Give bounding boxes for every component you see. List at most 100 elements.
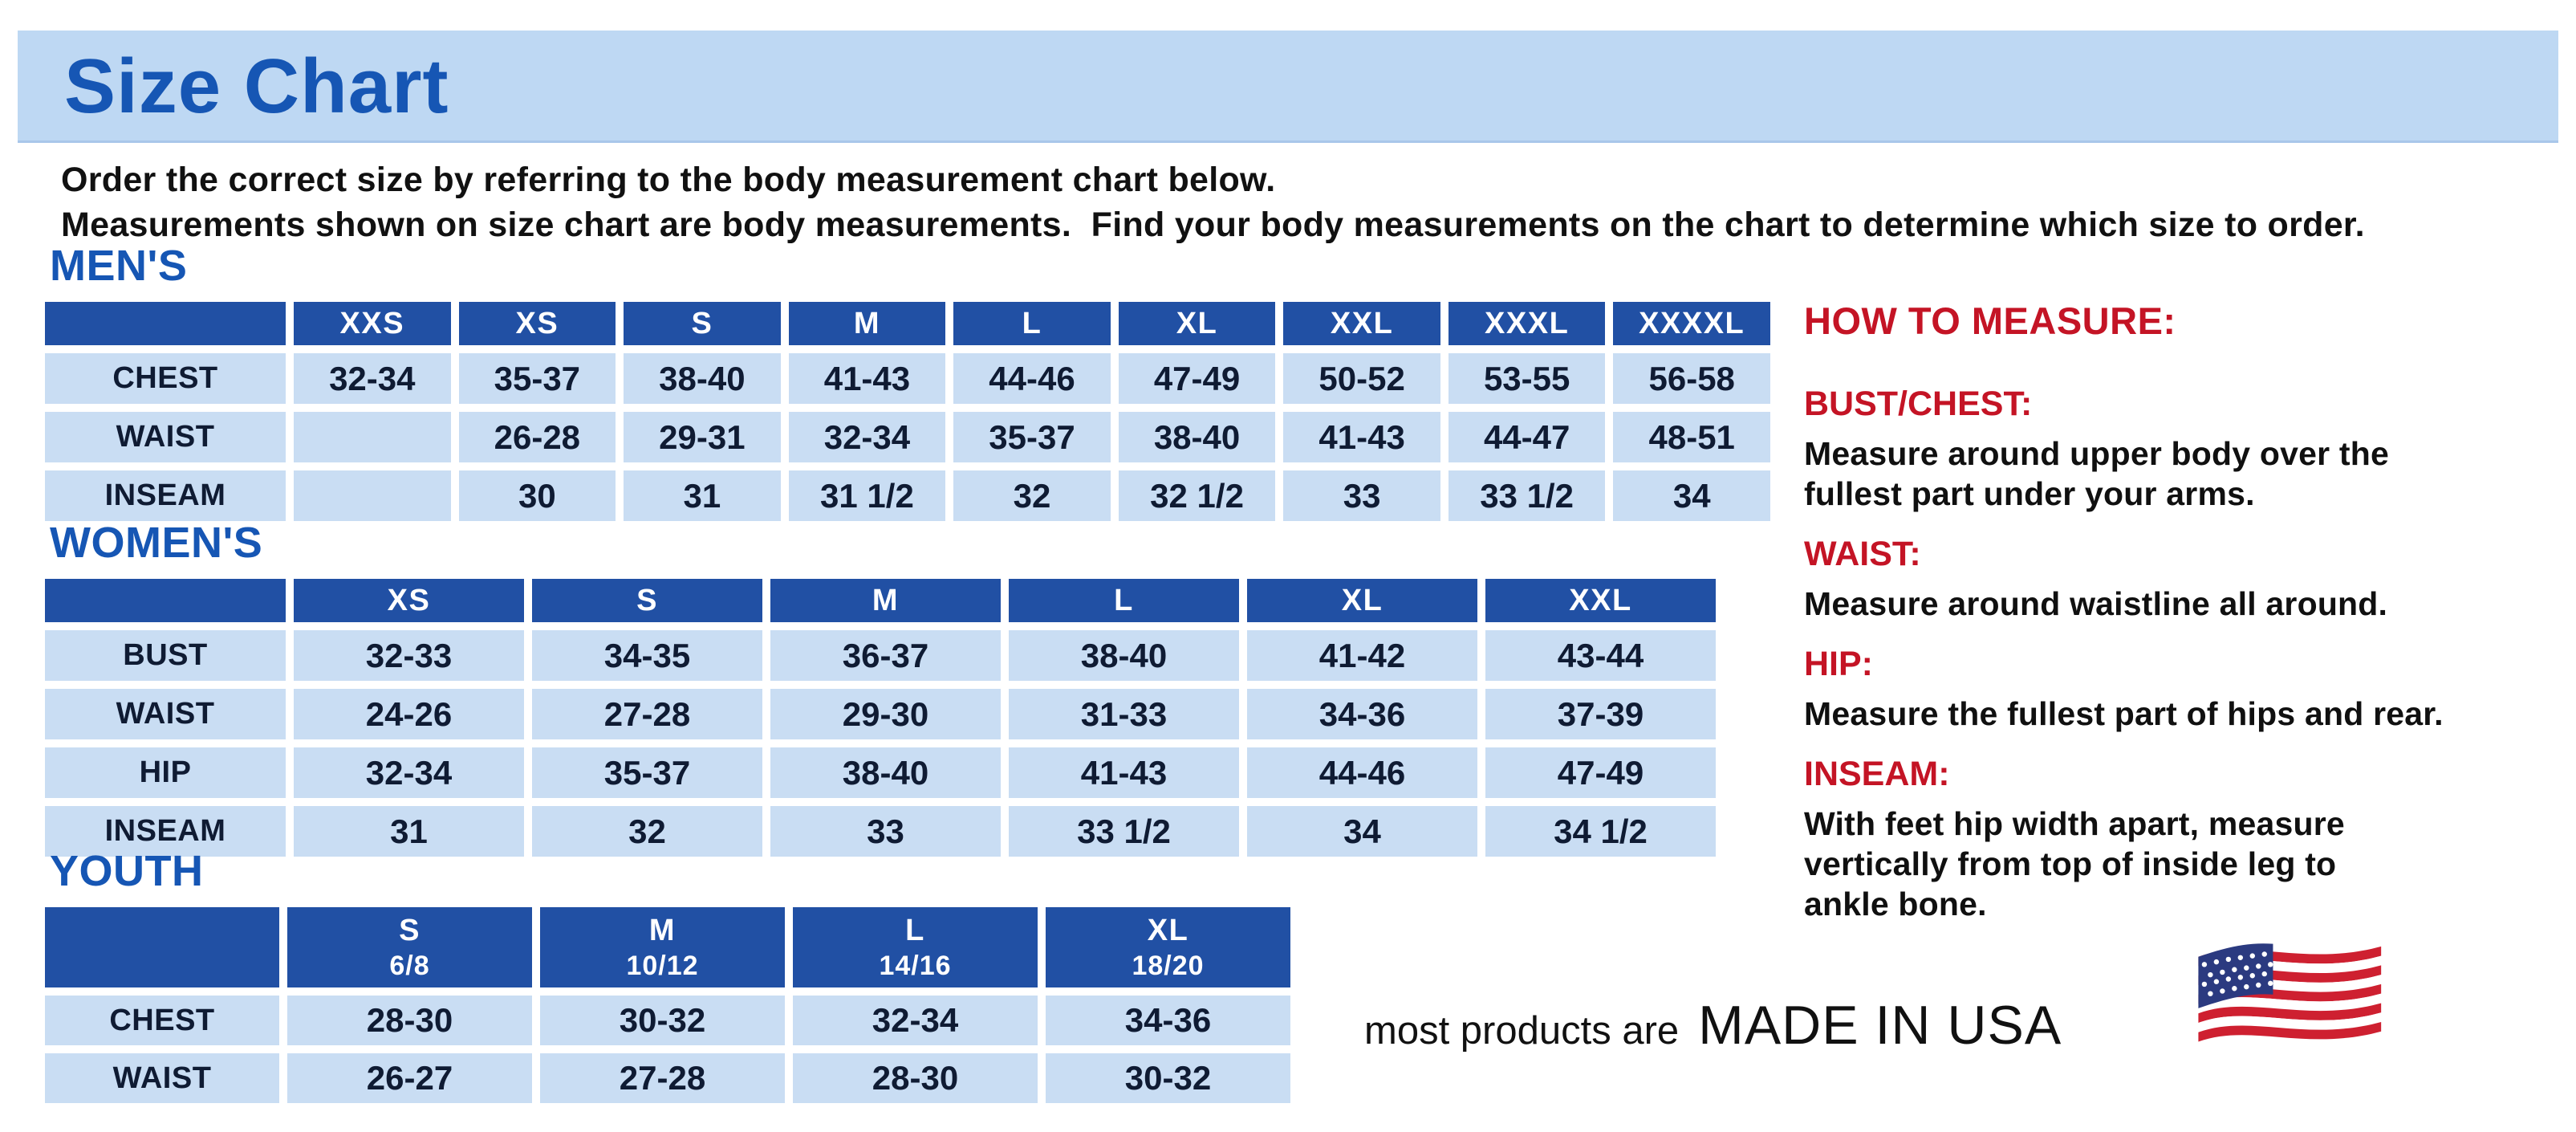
measure-item: WAIST: Measure around waistline all aroun…	[1804, 535, 2542, 624]
size-cell: 33	[1283, 470, 1440, 521]
size-cell: 24-26	[294, 689, 524, 739]
column-header-label: M	[853, 306, 881, 340]
page-title: Size Chart	[64, 43, 449, 129]
row-label-waist: WAIST	[45, 689, 286, 739]
column-header-label: XS	[387, 583, 431, 617]
measure-item: BUST/CHEST: Measure around upper body ove…	[1804, 385, 2542, 514]
intro-text: Order the correct size by referring to t…	[61, 157, 2365, 247]
measure-item: HIP: Measure the fullest part of hips and…	[1804, 645, 2542, 734]
how-to-measure-section: HOW TO MEASURE: BUST/CHEST: Measure aroun…	[1804, 299, 2542, 924]
made-in-prefix: most products are	[1364, 1009, 1680, 1053]
size-cell: 31	[624, 470, 781, 521]
size-cell: 38-40	[624, 353, 781, 404]
column-header-xxs: XXS	[294, 302, 451, 345]
row-label-waist: WAIST	[45, 1053, 279, 1103]
column-header-xs: XS	[458, 302, 616, 345]
column-header-xxl: XXL	[1283, 302, 1440, 345]
measure-desc-line: Measure the fullest part of hips and rea…	[1804, 695, 2444, 732]
size-cell: 36-37	[770, 630, 1001, 681]
intro-line-2: Measurements shown on size chart are bod…	[61, 206, 2365, 244]
made-in-usa-line: most products are MADE IN USA	[1364, 994, 2062, 1057]
size-cell: 47-49	[1118, 353, 1276, 404]
mens-size-section: MEN'S XXS XS S M L XL XXL XXXL XXXXL CHEST 32-34 35…	[45, 241, 1770, 521]
column-header-sublabel: 6/8	[389, 950, 430, 981]
column-header-label: XXL	[1569, 583, 1632, 617]
size-cell: 27-28	[532, 689, 762, 739]
measure-desc-line: With feet hip width apart, measure	[1804, 805, 2345, 842]
size-cell: 47-49	[1485, 747, 1716, 798]
column-header-m: M 10/12	[540, 907, 785, 987]
womens-size-table: XS S M L XL XXL BUST 32-33 34-35 36-37 38-40 41-42 4…	[45, 579, 1716, 857]
size-cell	[294, 412, 451, 462]
column-header-label: M	[872, 583, 900, 617]
how-to-measure-heading: HOW TO MEASURE:	[1804, 299, 2176, 342]
size-cell: 41-42	[1247, 630, 1477, 681]
column-header-label: S	[399, 913, 421, 947]
size-cell: 56-58	[1613, 353, 1770, 404]
size-cell: 32-34	[294, 353, 451, 404]
mens-section-heading: MEN'S	[50, 242, 188, 290]
column-header-xl: XL 18/20	[1046, 907, 1290, 987]
measure-desc-line: fullest part under your arms.	[1804, 475, 2255, 512]
measure-term: HIP:	[1804, 645, 1873, 683]
column-header-label: S	[636, 583, 658, 617]
size-cell: 29-30	[770, 689, 1001, 739]
measure-term: INSEAM:	[1804, 755, 1950, 793]
measure-desc: Measure around upper body over the fulles…	[1804, 434, 2542, 514]
column-header-l: L	[953, 302, 1111, 345]
column-header-xl: XL	[1247, 579, 1477, 622]
size-cell: 33 1/2	[1009, 806, 1239, 857]
table-corner-cell	[45, 302, 286, 345]
size-cell: 53-55	[1448, 353, 1606, 404]
title-banner: Size Chart	[18, 31, 2558, 143]
size-cell: 32	[953, 470, 1111, 521]
column-header-label: S	[691, 306, 713, 340]
size-cell: 34-36	[1247, 689, 1477, 739]
size-cell: 27-28	[540, 1053, 785, 1103]
size-cell: 41-43	[1283, 412, 1440, 462]
size-cell: 32 1/2	[1118, 470, 1276, 521]
size-cell: 29-31	[624, 412, 781, 462]
size-cell: 38-40	[1009, 630, 1239, 681]
column-header-sublabel: 18/20	[1132, 950, 1205, 981]
column-header-s: S	[624, 302, 781, 345]
size-cell: 34-35	[532, 630, 762, 681]
column-header-label: L	[1114, 583, 1134, 617]
size-cell: 41-43	[1009, 747, 1239, 798]
column-header-sublabel: 14/16	[879, 950, 952, 981]
size-cell: 30-32	[1046, 1053, 1290, 1103]
size-cell: 33 1/2	[1448, 470, 1606, 521]
column-header-label: L	[905, 913, 925, 947]
column-header-label: XL	[1176, 306, 1218, 340]
size-cell: 44-46	[953, 353, 1111, 404]
size-cell: 32-34	[294, 747, 524, 798]
column-header-label: XS	[515, 306, 559, 340]
measure-desc: Measure the fullest part of hips and rea…	[1804, 694, 2542, 734]
size-cell: 50-52	[1283, 353, 1440, 404]
size-cell: 32-34	[793, 996, 1038, 1045]
size-cell: 34-36	[1046, 996, 1290, 1045]
measure-desc-line: Measure around upper body over the	[1804, 435, 2389, 472]
size-cell: 31	[294, 806, 524, 857]
womens-section-heading: WOMEN'S	[50, 519, 263, 567]
size-cell: 35-37	[532, 747, 762, 798]
size-cell: 43-44	[1485, 630, 1716, 681]
row-label-hip: HIP	[45, 747, 286, 798]
size-cell: 31-33	[1009, 689, 1239, 739]
size-cell: 41-43	[788, 353, 946, 404]
table-corner-cell	[45, 907, 279, 987]
size-cell: 37-39	[1485, 689, 1716, 739]
size-cell: 34	[1247, 806, 1477, 857]
size-cell: 34	[1613, 470, 1770, 521]
size-cell: 35-37	[953, 412, 1111, 462]
measure-desc-line: Measure around waistline all around.	[1804, 585, 2388, 622]
row-label-chest: CHEST	[45, 996, 279, 1045]
size-cell: 38-40	[770, 747, 1001, 798]
measure-term: WAIST:	[1804, 535, 1921, 573]
us-flag-icon	[2198, 943, 2382, 1042]
size-cell: 26-28	[458, 412, 616, 462]
column-header-label: XL	[1341, 583, 1383, 617]
size-cell	[294, 470, 451, 521]
measure-desc: Measure around waistline all around.	[1804, 584, 2542, 624]
